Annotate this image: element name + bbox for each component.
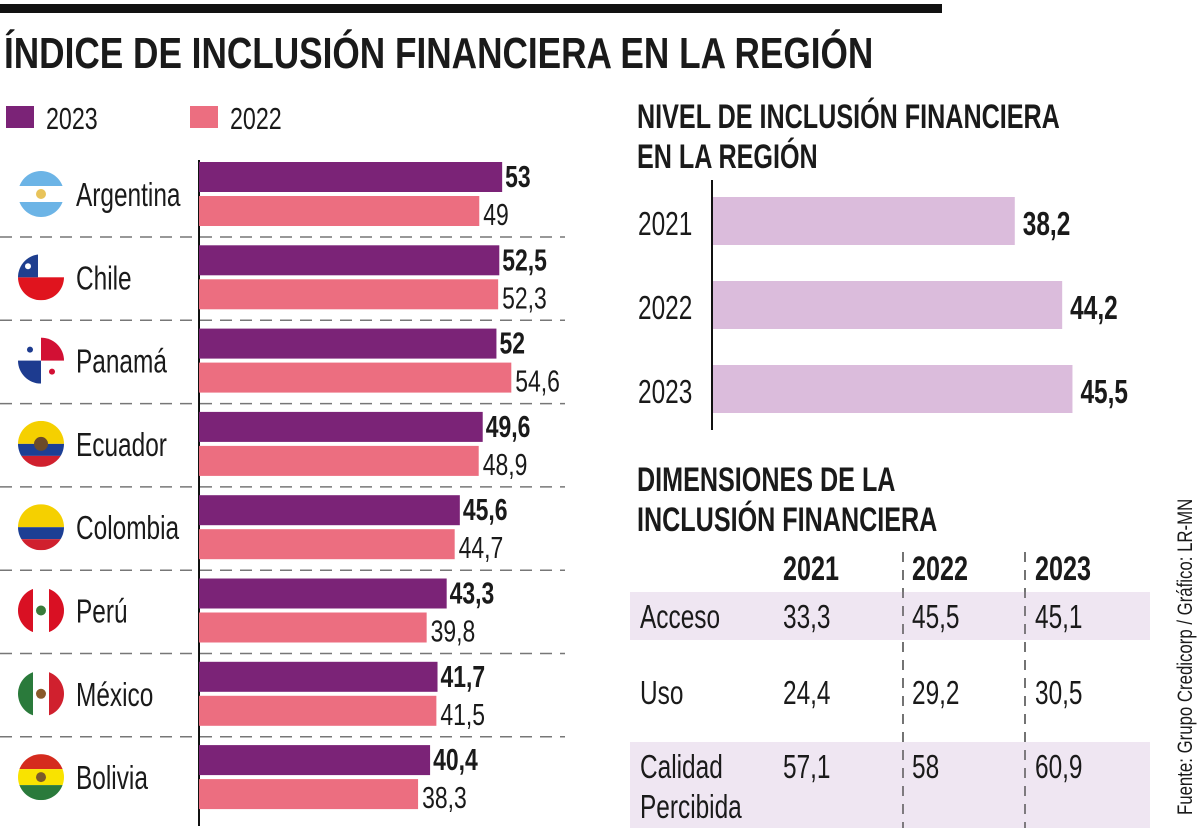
country-label: Argentina: [76, 178, 181, 214]
table-cell: 30,5: [1035, 676, 1083, 712]
table-title-line: DIMENSIONES DE LA: [637, 461, 895, 499]
nivel-bar: [713, 281, 1063, 329]
legend-swatch-2022: [190, 106, 218, 128]
nivel-value-label: 44,2: [1070, 291, 1118, 327]
bar-2022: [199, 445, 479, 476]
value-label-2023: 43,3: [450, 575, 495, 610]
table-cell: 60,9: [1035, 750, 1083, 786]
bar-2023: [199, 328, 497, 359]
value-label-2023: 40,4: [433, 742, 478, 777]
table-column-header: 2022: [912, 550, 968, 588]
table-title-line: INCLUSIÓN FINANCIERA: [637, 500, 937, 539]
table-row-label: Calidad: [640, 750, 723, 786]
bar-2022: [199, 695, 437, 726]
ecuador-flag-icon: [18, 420, 64, 467]
value-label-2022: 44,7: [459, 530, 504, 565]
bar-2022: [199, 196, 480, 226]
country-group-5: [199, 578, 447, 643]
nivel-value-label: 45,5: [1080, 375, 1128, 411]
country-group-3: [199, 411, 483, 476]
country-group-7: [199, 745, 431, 810]
nivel-bar: [713, 365, 1073, 413]
nivel-bar: [713, 197, 1015, 245]
country-group-0: [199, 162, 503, 226]
nivel-year-label: 2023: [638, 375, 692, 411]
country-group-4: [199, 495, 460, 560]
table-row-label: Acceso: [640, 600, 720, 636]
value-label-2023: 41,7: [441, 658, 486, 693]
nivel-title-line: NIVEL DE INCLUSIÓN FINANCIERA: [637, 97, 1060, 136]
country-label: Ecuador: [76, 427, 167, 463]
bar-2022: [199, 529, 455, 560]
value-label-2022: 38,3: [422, 780, 467, 815]
value-label-2023: 52,5: [502, 242, 547, 277]
bar-2023: [199, 578, 447, 609]
value-label-2022: 54,6: [515, 363, 560, 398]
legend-swatch-2023: [6, 106, 34, 128]
panama-flag-icon: [18, 337, 64, 384]
value-label-2022: 49: [483, 197, 508, 232]
bar-2023: [199, 745, 431, 776]
table-cell: 33,3: [783, 600, 831, 636]
country-label: Colombia: [76, 511, 180, 547]
country-group-2: [199, 328, 512, 393]
chile-flag-icon: [18, 254, 64, 301]
country-label: Panamá: [76, 344, 168, 380]
value-label-2023: 52: [499, 325, 524, 360]
nivel-value-label: 38,2: [1023, 207, 1071, 243]
table-row-label: Uso: [640, 676, 683, 712]
nivel-title-line: EN LA REGIÓN: [637, 137, 818, 176]
argentina-flag-icon: [18, 171, 64, 217]
nivel-year-label: 2022: [638, 291, 692, 327]
table-row-label: Percibida: [640, 790, 742, 826]
country-label: Bolivia: [76, 761, 149, 797]
value-label-2022: 48,9: [483, 446, 528, 481]
legend-label-2022: 2022: [230, 101, 282, 136]
legend-label-2023: 2023: [46, 101, 98, 136]
country-label: Chile: [76, 261, 132, 297]
bar-2023: [199, 661, 438, 692]
nivel-year-label: 2021: [638, 207, 692, 243]
bar-2023: [199, 495, 460, 526]
country-label: Perú: [76, 594, 128, 630]
value-label-2023: 53: [505, 159, 530, 194]
table-cell: 45,1: [1035, 600, 1083, 636]
value-label-2022: 39,8: [431, 613, 476, 648]
bar-2023: [199, 245, 500, 276]
bolivia-flag-icon: [18, 754, 64, 801]
table-cell: 24,4: [783, 676, 831, 712]
bar-2023: [199, 162, 503, 192]
table-cell: 29,2: [912, 676, 960, 712]
table-column-header: 2021: [783, 550, 839, 588]
table-cell: 58: [912, 750, 939, 786]
value-label-2023: 45,6: [463, 492, 508, 527]
colombia-flag-icon: [18, 504, 64, 551]
value-label-2023: 49,6: [486, 408, 531, 443]
peru-flag-icon: [18, 587, 64, 634]
table-cell: 57,1: [783, 750, 831, 786]
value-label-2022: 52,3: [502, 280, 547, 315]
bar-2022: [199, 779, 419, 810]
table-row-band: [630, 742, 1150, 828]
bar-2022: [199, 612, 427, 643]
table-row-band: [630, 592, 1150, 640]
bar-2023: [199, 411, 483, 442]
value-label-2022: 41,5: [440, 696, 485, 731]
table-cell: 45,5: [912, 600, 960, 636]
source-note: Fuente: Grupo Credicorp / Gráfico: LR-MN: [1174, 499, 1197, 815]
table-column-header: 2023: [1035, 550, 1091, 588]
chart-title: ÍNDICE DE INCLUSIÓN FINANCIERA EN LA REG…: [4, 27, 873, 78]
bar-2022: [199, 362, 512, 393]
mexico-flag-icon: [18, 670, 64, 717]
country-group-6: [199, 661, 438, 726]
top-rule: [0, 4, 942, 13]
bar-2022: [199, 279, 499, 310]
country-label: México: [76, 677, 153, 713]
country-group-1: [199, 245, 500, 310]
